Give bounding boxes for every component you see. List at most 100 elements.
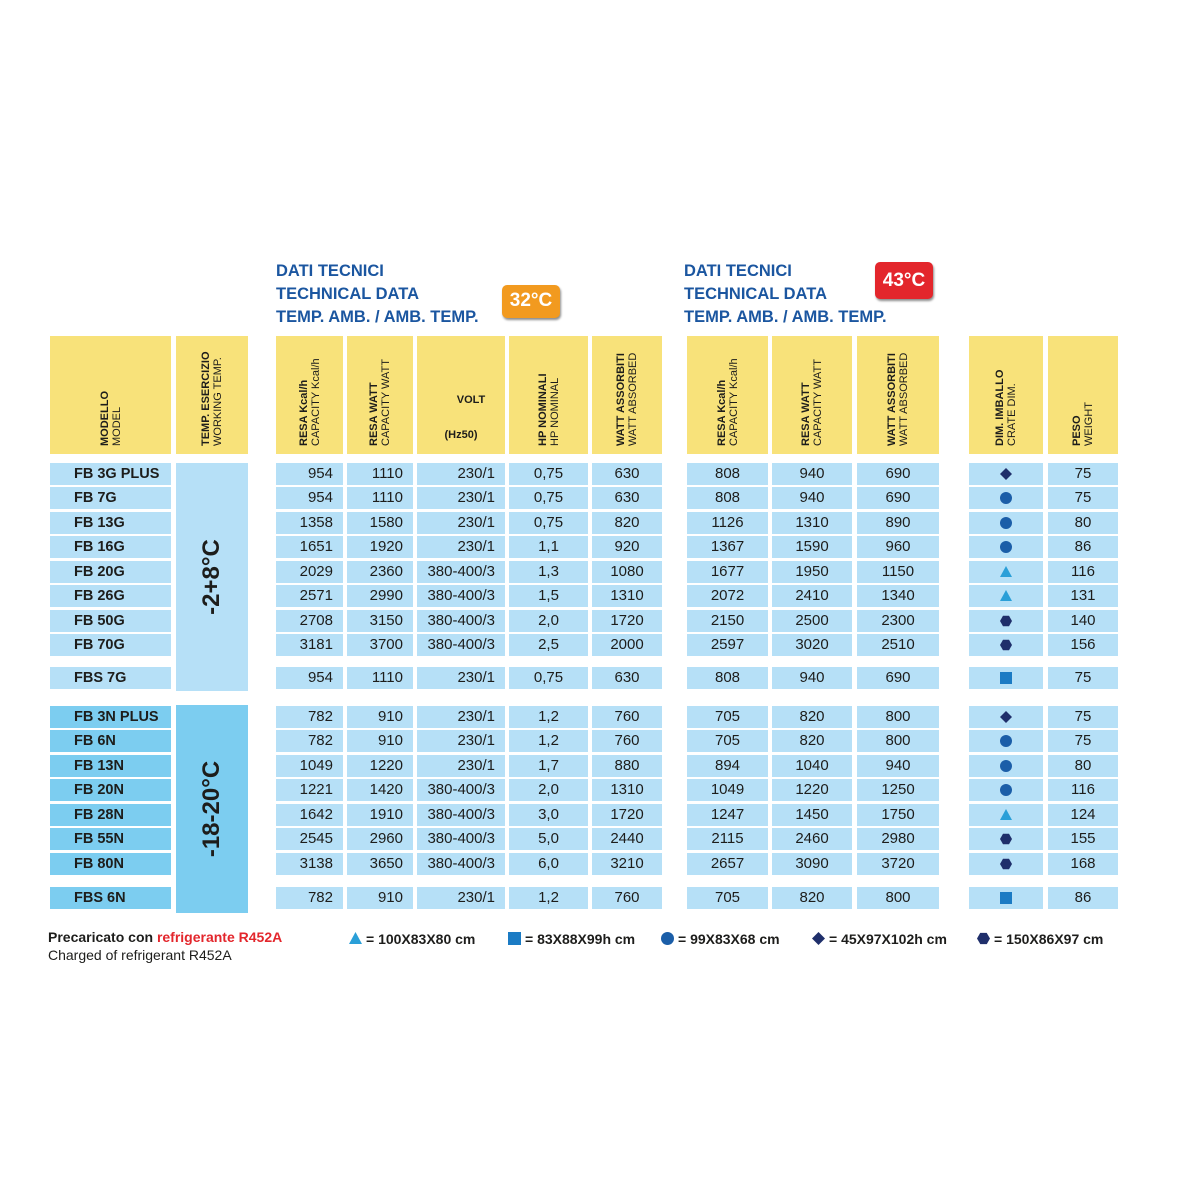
cell-watt43: 1040 bbox=[772, 755, 852, 777]
cell-hp: 2,0 bbox=[509, 610, 588, 632]
cell-kcal43: 1677 bbox=[687, 561, 768, 583]
cell-kcal43: 705 bbox=[687, 730, 768, 752]
cell-watt43: 1450 bbox=[772, 804, 852, 826]
cell-wabs43: 800 bbox=[857, 706, 939, 728]
cell-kcal: 2029 bbox=[276, 561, 343, 583]
circle-icon bbox=[969, 487, 1043, 509]
cell-volt: 380-400/3 bbox=[417, 610, 505, 632]
cell-volt: 230/1 bbox=[417, 487, 505, 509]
cell-kcal43: 894 bbox=[687, 755, 768, 777]
header-watt-absorbed-sub: WATT ABSORBED bbox=[627, 352, 639, 446]
cell-kcal: 1651 bbox=[276, 536, 343, 558]
legend-square: = 83X88X99h cm bbox=[507, 930, 635, 948]
header-model-main: MODELLO bbox=[98, 391, 111, 446]
temp-block-group1: -2+8°C bbox=[176, 463, 248, 691]
cell-weight: 75 bbox=[1048, 706, 1118, 728]
cell-hp: 0,75 bbox=[509, 463, 588, 485]
cell-kcal: 2708 bbox=[276, 610, 343, 632]
header-resa-kcal-sub: CAPACITY Kcal/h bbox=[309, 358, 322, 446]
cell-wabs43: 2980 bbox=[857, 828, 939, 850]
cell-hp: 0,75 bbox=[509, 512, 588, 534]
cell-weight: 168 bbox=[1048, 853, 1118, 875]
cell-watt43: 820 bbox=[772, 730, 852, 752]
cell-hp: 2,5 bbox=[509, 634, 588, 656]
cell-volt: 230/1 bbox=[417, 730, 505, 752]
diamond-icon bbox=[969, 463, 1043, 485]
cell-weight: 80 bbox=[1048, 512, 1118, 534]
cell-watt: 1910 bbox=[347, 804, 413, 826]
cell-watt43: 2410 bbox=[772, 585, 852, 607]
badge-32c: 32°C bbox=[502, 285, 560, 318]
header-resa-kcal-main: RESA Kcal/h bbox=[297, 379, 310, 446]
section-32-title-line2: TECHNICAL DATA bbox=[276, 285, 419, 303]
cell-volt: 230/1 bbox=[417, 536, 505, 558]
circle-icon bbox=[969, 779, 1043, 801]
cell-wabs: 1720 bbox=[592, 804, 662, 826]
cell-model: FB 6N bbox=[50, 730, 171, 752]
footer-line1: Precaricato con refrigerante R452A bbox=[48, 929, 282, 945]
cell-kcal: 3181 bbox=[276, 634, 343, 656]
cell-volt: 230/1 bbox=[417, 667, 505, 689]
cell-wabs: 630 bbox=[592, 667, 662, 689]
cell-watt43: 2460 bbox=[772, 828, 852, 850]
cell-weight: 75 bbox=[1048, 730, 1118, 752]
cell-wabs43: 800 bbox=[857, 730, 939, 752]
header-crate-sub: CRATE DIM. bbox=[1006, 383, 1018, 446]
legend-triangle: = 100X83X80 cm bbox=[348, 930, 475, 948]
cell-wabs43: 1250 bbox=[857, 779, 939, 801]
cell-hp: 1,1 bbox=[509, 536, 588, 558]
cell-volt: 230/1 bbox=[417, 887, 505, 909]
cell-hp: 1,2 bbox=[509, 730, 588, 752]
cell-wabs: 1310 bbox=[592, 779, 662, 801]
cell-kcal: 782 bbox=[276, 706, 343, 728]
cell-kcal43: 808 bbox=[687, 487, 768, 509]
footer-line1-prefix: Precaricato con bbox=[48, 929, 157, 945]
cell-hp: 1,5 bbox=[509, 585, 588, 607]
header-volt: VOLT (Hz50) bbox=[417, 336, 505, 454]
cell-hp: 1,2 bbox=[509, 706, 588, 728]
cell-wabs43: 1150 bbox=[857, 561, 939, 583]
cell-hp: 0,75 bbox=[509, 667, 588, 689]
cell-wabs43: 690 bbox=[857, 667, 939, 689]
cell-weight: 116 bbox=[1048, 561, 1118, 583]
cell-hp: 6,0 bbox=[509, 853, 588, 875]
cell-model: FB 3N PLUS bbox=[50, 706, 171, 728]
cell-kcal: 954 bbox=[276, 667, 343, 689]
badge-43c: 43°C bbox=[875, 262, 933, 299]
circle-icon bbox=[969, 536, 1043, 558]
cell-weight: 156 bbox=[1048, 634, 1118, 656]
hexagon-icon bbox=[969, 853, 1043, 875]
cell-volt: 230/1 bbox=[417, 463, 505, 485]
cell-kcal43: 1126 bbox=[687, 512, 768, 534]
header-watt-absorbed-43-sub: WATT ABSORBED bbox=[898, 352, 910, 446]
cell-volt: 380-400/3 bbox=[417, 634, 505, 656]
cell-wabs43: 1750 bbox=[857, 804, 939, 826]
cell-weight: 86 bbox=[1048, 536, 1118, 558]
cell-wabs: 630 bbox=[592, 463, 662, 485]
cell-volt: 380-400/3 bbox=[417, 561, 505, 583]
cell-model: FB 70G bbox=[50, 634, 171, 656]
cell-volt: 380-400/3 bbox=[417, 585, 505, 607]
cell-model: FB 13N bbox=[50, 755, 171, 777]
cell-kcal43: 2150 bbox=[687, 610, 768, 632]
header-resa-kcal: RESA Kcal/h CAPACITY Kcal/h bbox=[276, 336, 343, 454]
legend-text: = 45X97X102h cm bbox=[829, 931, 947, 947]
header-resa-watt-43-main: RESA WATT bbox=[800, 382, 812, 446]
cell-watt: 910 bbox=[347, 887, 413, 909]
header-resa-watt-main: RESA WATT bbox=[368, 382, 380, 446]
legend-text: = 83X88X99h cm bbox=[525, 931, 636, 947]
header-working-temp: TEMP. ESERCIZIO WORKING TEMP. bbox=[176, 336, 248, 454]
cell-kcal: 1221 bbox=[276, 779, 343, 801]
cell-hp: 2,0 bbox=[509, 779, 588, 801]
cell-wabs: 760 bbox=[592, 706, 662, 728]
cell-watt: 2360 bbox=[347, 561, 413, 583]
header-crate: DIM. IMBALLO CRATE DIM. bbox=[969, 336, 1043, 454]
legend-diamond: = 45X97X102h cm bbox=[811, 930, 947, 948]
square-icon bbox=[507, 931, 522, 950]
cell-watt: 3650 bbox=[347, 853, 413, 875]
cell-hp: 5,0 bbox=[509, 828, 588, 850]
header-resa-watt-43: RESA WATT CAPACITY WATT bbox=[772, 336, 852, 454]
header-hp: HP NOMINALI HP NOMINAL bbox=[509, 336, 588, 454]
cell-watt43: 940 bbox=[772, 667, 852, 689]
cell-volt: 380-400/3 bbox=[417, 853, 505, 875]
